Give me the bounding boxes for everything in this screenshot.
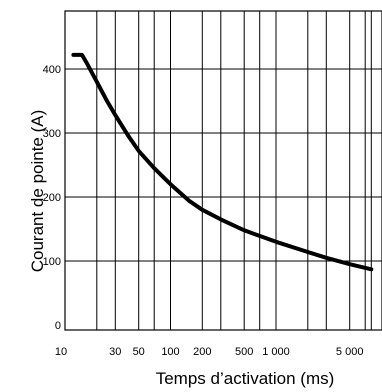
y-tick-label: 100 [43,256,61,268]
x-axis-label: Temps d’activation (ms) [156,369,335,388]
x-tick-label: 50 [133,346,145,358]
x-tick-label: 200 [193,346,211,358]
x-tick-label: 30 [109,346,121,358]
x-tick-label: 5 000 [336,346,364,358]
y-tick-label: 0 [55,320,61,332]
y-tick-labels: 0 100 200 300 400 [43,64,61,332]
x-tick-label: 10 [55,346,67,358]
y-axis-label: Courant de pointe (A) [28,110,47,273]
y-tick-label: 300 [43,128,61,140]
grid [65,11,382,330]
y-tick-label: 200 [43,192,61,204]
plot-frame [64,10,382,331]
x-tick-label: 500 [235,346,253,358]
x-tick-label: 100 [161,346,179,358]
x-tick-labels: 10 30 50 100 200 500 1 000 5 000 [55,346,364,358]
series-line [71,52,374,272]
y-tick-label: 400 [43,64,61,76]
x-tick-label: 1 000 [262,346,290,358]
